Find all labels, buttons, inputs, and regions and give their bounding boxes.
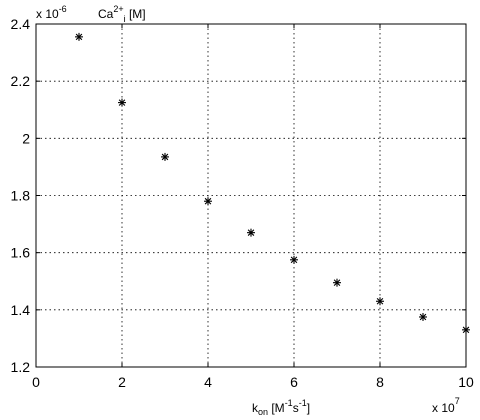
y-tick-label: 1.2 bbox=[11, 359, 31, 375]
data-point bbox=[333, 278, 341, 287]
x-multiplier-exp: 7 bbox=[455, 396, 460, 406]
y-tick-label: 2.4 bbox=[11, 16, 31, 32]
data-points bbox=[75, 32, 470, 334]
y-multiplier: x 10-6 bbox=[36, 4, 67, 21]
data-point bbox=[161, 152, 169, 161]
data-point bbox=[75, 32, 83, 41]
y-axis-label: Ca2+i [M] bbox=[98, 4, 146, 24]
y-tick-label: 1.8 bbox=[11, 188, 31, 204]
data-point bbox=[290, 255, 298, 264]
x-label-mid1: [M bbox=[268, 401, 285, 415]
x-label-mid2: s bbox=[293, 401, 299, 415]
x-tick-label: 8 bbox=[376, 374, 384, 390]
x-tick-label: 2 bbox=[118, 374, 126, 390]
x-axis-label: kon [M-1s-1] bbox=[252, 398, 310, 417]
y-tick-label: 1.6 bbox=[11, 245, 31, 261]
x-label-sup2: -1 bbox=[299, 398, 307, 408]
y-label-end: [M] bbox=[126, 7, 146, 21]
data-point bbox=[118, 98, 126, 107]
y-label-pre: Ca bbox=[98, 7, 114, 21]
x-tick-labels: 0 2 4 6 8 10 bbox=[32, 374, 474, 390]
data-point bbox=[462, 325, 470, 334]
data-point bbox=[247, 228, 255, 237]
x-tick-label: 4 bbox=[204, 374, 212, 390]
y-multiplier-exp: -6 bbox=[59, 4, 67, 14]
x-label-end: ] bbox=[307, 401, 310, 415]
data-point bbox=[376, 297, 384, 306]
axis-ticks bbox=[35, 23, 467, 368]
x-tick-label: 6 bbox=[290, 374, 298, 390]
data-point bbox=[419, 312, 427, 321]
x-label-sub1: on bbox=[258, 407, 268, 417]
y-tick-label: 1.4 bbox=[11, 302, 31, 318]
gridlines bbox=[36, 24, 466, 367]
y-tick-label: 2.2 bbox=[11, 73, 31, 89]
x-label-sup1: -1 bbox=[285, 398, 293, 408]
y-label-sup: 2+ bbox=[113, 4, 123, 14]
x-multiplier: x 107 bbox=[432, 396, 460, 415]
x-multiplier-base: x 10 bbox=[432, 401, 455, 415]
x-label-base: k bbox=[252, 401, 259, 415]
y-tick-labels: 1.2 1.4 1.6 1.8 2 2.2 2.4 bbox=[11, 16, 31, 375]
y-tick-label: 2 bbox=[22, 130, 30, 146]
data-point bbox=[204, 197, 212, 206]
y-multiplier-base: x 10 bbox=[36, 7, 59, 21]
plot-area bbox=[35, 23, 467, 368]
x-tick-label: 10 bbox=[458, 374, 474, 390]
y-label-sub: i bbox=[124, 14, 126, 24]
x-tick-label: 0 bbox=[32, 374, 40, 390]
